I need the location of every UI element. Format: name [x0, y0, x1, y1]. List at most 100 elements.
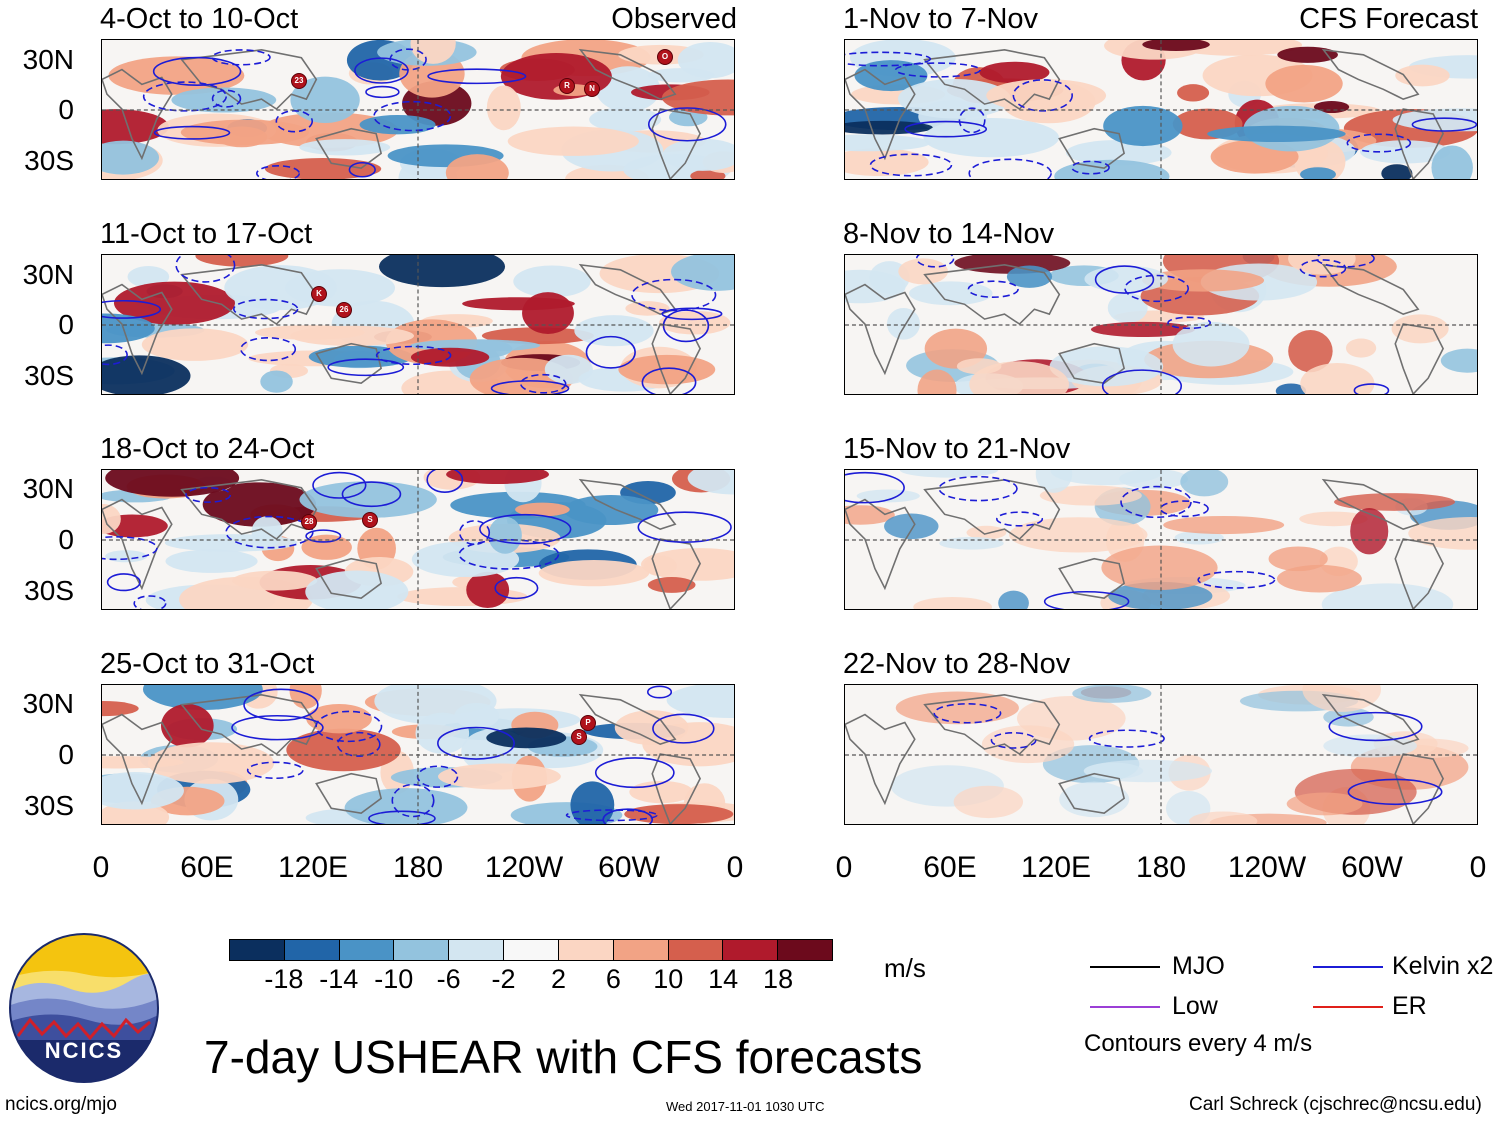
shear-anomaly-blob — [1008, 517, 1148, 553]
coastline — [578, 693, 677, 746]
shear-anomaly-blob — [102, 355, 191, 394]
shear-anomaly-blob — [671, 255, 734, 291]
shear-anomaly-blob — [1180, 470, 1229, 497]
coastline — [1058, 127, 1126, 169]
shear-anomaly-blob — [344, 788, 468, 824]
coastline — [1321, 263, 1420, 316]
kelvin-contour — [585, 335, 636, 369]
colorbar-swatch — [338, 940, 394, 960]
shear-anomaly-blob — [1302, 685, 1381, 712]
coastline — [1321, 478, 1420, 531]
map-panel-observed-4 — [101, 684, 735, 825]
shear-anomaly-blob — [661, 79, 734, 116]
storm-marker: S — [362, 512, 378, 528]
kelvin-contour — [102, 536, 158, 561]
shear-anomaly-blob — [488, 516, 522, 554]
lon-label-0-end: 0 — [726, 851, 744, 884]
kelvin-contour — [915, 255, 955, 268]
shear-anomaly-blob — [856, 489, 920, 503]
shear-anomaly-blob — [570, 781, 615, 824]
kelvin-contour — [426, 470, 464, 493]
colorbar-label: 10 — [653, 964, 684, 994]
shear-anomaly-blob — [507, 126, 639, 156]
storm-marker: N — [584, 81, 600, 97]
coastline — [651, 323, 701, 394]
colorbar-label: 2 — [550, 964, 566, 994]
shear-anomaly-blob — [1090, 321, 1195, 338]
colorbar-label: -14 — [319, 964, 359, 994]
legend-kelvin-line — [1313, 966, 1383, 968]
shear-anomaly-blob — [113, 281, 235, 325]
coastline — [1394, 538, 1444, 609]
panel-title-observed-2: 11-Oct to 17-Oct — [100, 218, 313, 250]
shear-anomaly-blob — [1360, 140, 1451, 164]
shear-anomaly-blob — [1103, 105, 1183, 147]
kelvin-contour — [646, 685, 673, 699]
shear-anomaly-blob — [1049, 346, 1164, 387]
kelvin-contour — [996, 511, 1044, 527]
shear-anomaly-blob — [102, 756, 184, 769]
shear-anomaly-blob — [1072, 685, 1152, 703]
storm-marker: 28 — [301, 514, 317, 530]
coastline — [180, 264, 318, 326]
legend-mjo-label: MJO — [1172, 952, 1225, 980]
shear-anomaly-blob — [1288, 330, 1333, 373]
lat-label-30n: 30N — [22, 473, 74, 504]
colorbar-swatch — [612, 940, 668, 960]
coastline — [1394, 108, 1444, 179]
shear-anomaly-blob — [1006, 265, 1053, 288]
shear-anomaly-blob — [924, 328, 988, 369]
shear-anomaly-blob — [845, 134, 931, 152]
storm-marker: P — [580, 715, 596, 731]
kelvin-contour — [1159, 500, 1209, 518]
lon-label-120w: 120W — [1227, 851, 1307, 884]
shear-anomaly-blob — [165, 549, 258, 573]
observed-tag: Observed — [611, 3, 737, 35]
colorbar-label: -2 — [491, 964, 516, 994]
kelvin-contour — [232, 298, 299, 320]
kelvin-contour — [458, 520, 491, 546]
shear-anomaly-blob — [886, 307, 921, 340]
shear-anomaly-blob — [647, 577, 696, 593]
lon-label-120w: 120W — [484, 851, 564, 884]
shear-anomaly-blob — [299, 481, 437, 518]
shear-anomaly-blob — [301, 534, 352, 560]
map-panel-observed-2 — [101, 254, 735, 395]
colorbar-label: -10 — [374, 964, 414, 994]
shear-anomaly-blob — [195, 255, 289, 267]
storm-marker: 23 — [291, 73, 307, 89]
shear-anomaly-blob — [589, 107, 662, 132]
shear-anomaly-blob — [643, 555, 677, 577]
colorbar-swatch — [503, 940, 558, 960]
shear-anomaly-blob — [1174, 530, 1224, 545]
shear-anomaly-blob — [290, 76, 360, 124]
footer-author: Carl Schreck (cjschrec@ncsu.edu) — [1189, 1094, 1482, 1115]
shear-anomaly-blob — [981, 725, 1075, 764]
kelvin-contour — [933, 703, 1002, 724]
shear-anomaly-blob — [1189, 811, 1258, 824]
kelvin-contour — [1411, 117, 1477, 132]
shear-anomaly-blob — [513, 265, 591, 298]
legend-kelvin-label: Kelvin x2 — [1392, 952, 1494, 980]
shear-anomaly-blob — [1440, 348, 1477, 373]
shear-anomaly-blob — [466, 571, 510, 609]
kelvin-contour — [1197, 570, 1276, 589]
kelvin-contour — [240, 337, 297, 362]
kelvin-contour — [494, 576, 539, 600]
kelvin-contour — [1094, 265, 1155, 294]
kelvin-contour — [368, 810, 436, 824]
shear-anomaly-blob — [102, 772, 184, 810]
colorbar-swatch — [230, 940, 284, 960]
shear-anomaly-blob — [677, 41, 734, 79]
kelvin-contour — [275, 109, 314, 133]
shear-anomaly-blob — [290, 325, 415, 346]
shear-anomaly-blob — [305, 570, 409, 609]
kelvin-contour — [102, 344, 128, 366]
shear-anomaly-blob — [481, 327, 594, 345]
kelvin-contour — [246, 761, 304, 780]
kelvin-contour — [594, 757, 675, 789]
shear-anomaly-blob — [666, 685, 734, 719]
lon-label-60w: 60W — [1341, 851, 1403, 884]
coastline — [578, 478, 677, 531]
kelvin-contour — [305, 529, 342, 543]
